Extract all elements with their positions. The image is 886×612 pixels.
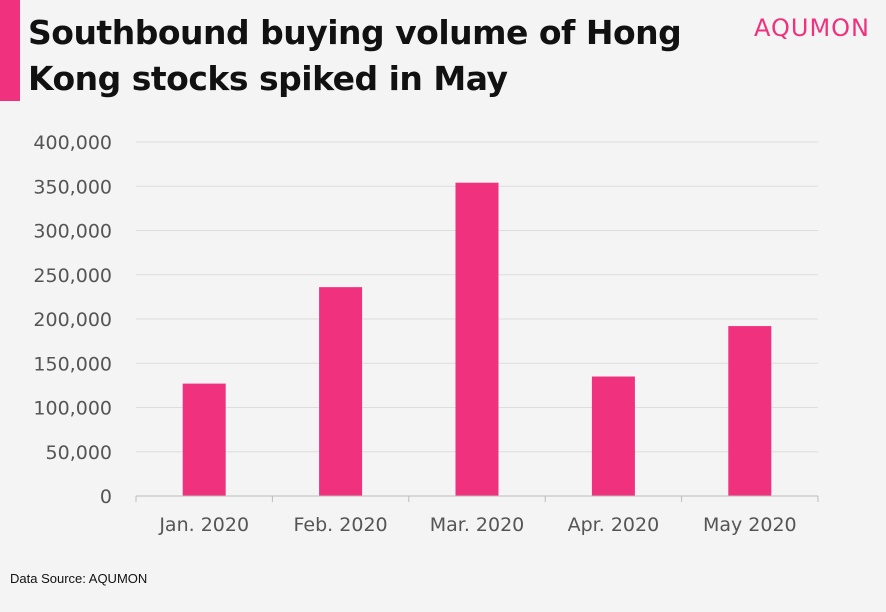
x-tick-label: Apr. 2020 bbox=[568, 514, 660, 536]
y-tick-label: 0 bbox=[100, 486, 112, 508]
y-tick-label: 100,000 bbox=[33, 398, 112, 420]
y-tick-label: 250,000 bbox=[33, 265, 112, 287]
y-axis-ticks: 0 50,000 100,000 150,000 200,000 250,000 300,0… bbox=[33, 132, 112, 508]
x-axis-ticks: Jan. 2020 Feb. 2020 Mar. 2020 Apr. 2020 May … bbox=[158, 514, 796, 536]
chart-title: Southbound buying volume of Hong Kong st… bbox=[28, 13, 682, 98]
accent-bar bbox=[0, 0, 20, 101]
brand-logo: AQUMON bbox=[753, 14, 870, 42]
bar-1 bbox=[182, 383, 226, 496]
bars bbox=[182, 182, 772, 496]
y-tick-label: 350,000 bbox=[33, 176, 112, 198]
data-source-note: Data Source: AQUMON bbox=[10, 571, 148, 586]
y-tick-label: 150,000 bbox=[33, 353, 112, 375]
x-axis bbox=[135, 495, 819, 502]
bar-3 bbox=[455, 182, 499, 496]
y-tick-label: 400,000 bbox=[33, 132, 112, 154]
bar-5 bbox=[728, 326, 772, 496]
x-tick-label: Jan. 2020 bbox=[158, 514, 249, 536]
y-tick-label: 300,000 bbox=[33, 221, 112, 243]
y-tick-label: 50,000 bbox=[46, 442, 112, 464]
bar-4 bbox=[591, 376, 635, 496]
x-tick-label: May 2020 bbox=[703, 514, 797, 536]
bar-2 bbox=[319, 287, 363, 496]
x-tick-label: Mar. 2020 bbox=[430, 514, 525, 536]
bar-chart: 0 50,000 100,000 150,000 200,000 250,000 300,0… bbox=[33, 132, 819, 536]
y-tick-label: 200,000 bbox=[33, 309, 112, 331]
x-tick-label: Feb. 2020 bbox=[294, 514, 388, 536]
